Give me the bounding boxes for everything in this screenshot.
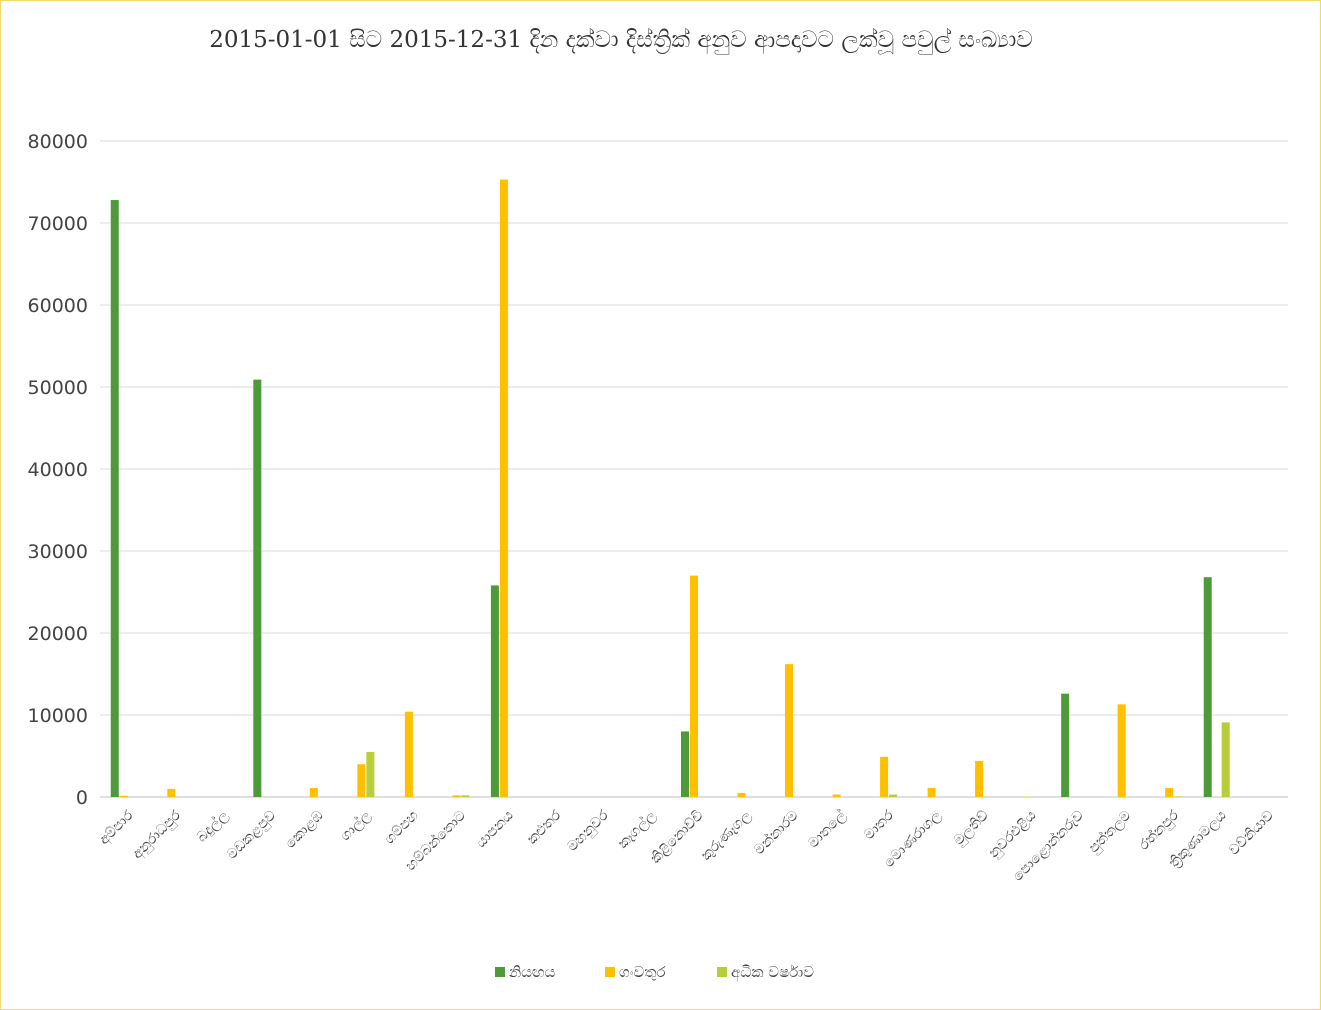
- y-tick-label: 10000: [28, 705, 88, 727]
- x-tick-label: වව්නියාව: [1226, 808, 1277, 859]
- x-tick-label: මාතලේ: [805, 807, 849, 851]
- bar: [975, 760, 984, 797]
- legend-label: අධික වර්ෂාව: [731, 963, 814, 982]
- bar: [366, 751, 375, 797]
- x-tick-label: අම්පාර: [96, 807, 138, 849]
- y-tick-label: 40000: [28, 459, 88, 481]
- x-tick-label: කෑගල්ල: [615, 807, 660, 852]
- x-tick-label: කළුතර: [524, 807, 564, 847]
- bar: [253, 379, 262, 797]
- bar: [490, 585, 499, 797]
- x-tick-label: අනුරාධපුර: [129, 807, 185, 863]
- x-tick-label: මහනුවර: [564, 807, 612, 855]
- bar: [452, 795, 461, 797]
- x-tick-label: මුලතිව්: [951, 808, 993, 850]
- x-tick-label: මඩකළපුව: [224, 808, 280, 864]
- legend-label: නියඟය: [509, 963, 556, 981]
- bar: [1117, 704, 1126, 797]
- x-tick-label: ගාල්ල: [337, 807, 374, 844]
- y-axis: 0 10000 20000 30000 40000 50000 60000 70000 8000…: [28, 131, 88, 809]
- y-tick-label: 30000: [28, 541, 88, 563]
- bar: [832, 794, 841, 797]
- bars: [110, 179, 1230, 798]
- bar: [1022, 796, 1031, 798]
- legend-swatch: [717, 967, 727, 977]
- x-tick-label: ගම්පහ: [382, 808, 422, 848]
- y-tick-label: 20000: [28, 623, 88, 645]
- bar: [119, 795, 128, 797]
- bar: [461, 795, 470, 797]
- x-tick-label: කුරුණෑගල: [698, 807, 754, 863]
- bar: [681, 731, 689, 797]
- bar: [404, 711, 413, 797]
- y-tick-label: 50000: [28, 377, 88, 399]
- bar: [927, 787, 936, 797]
- bar: [110, 200, 119, 798]
- legend: නියඟය ගංවතුර අධික වර්ෂාව: [495, 963, 814, 982]
- bar: [309, 787, 318, 797]
- bar: [880, 756, 889, 797]
- bar: [499, 179, 508, 798]
- x-tick-label: බදුල්ල: [194, 807, 232, 845]
- y-tick-label: 80000: [28, 131, 88, 153]
- legend-label: ගංවතුර: [619, 963, 666, 981]
- gridlines: [100, 140, 1288, 798]
- chart-title: 2015-01-01 සිට 2015-12-31 දින දක්වා දිස්…: [209, 27, 1033, 54]
- bar: [1061, 693, 1070, 797]
- y-tick-label: 0: [76, 787, 88, 809]
- bar: [357, 764, 366, 797]
- x-tick-label: මන්නාරම: [751, 807, 802, 858]
- legend-swatch: [605, 967, 615, 977]
- bar: [889, 794, 898, 797]
- y-tick-label: 60000: [28, 295, 88, 317]
- x-tick-label: යාපනය: [473, 808, 517, 852]
- bar: [690, 575, 698, 797]
- y-tick-label: 70000: [28, 213, 88, 235]
- bar: [1174, 796, 1183, 798]
- bar: [1221, 722, 1230, 797]
- x-tick-label: රත්නපුර: [1136, 807, 1183, 854]
- bar: [737, 792, 746, 797]
- bar: [785, 664, 794, 797]
- x-tick-label: පුත්තලම: [1086, 807, 1136, 857]
- bar: [1165, 787, 1174, 797]
- bar: [167, 788, 176, 797]
- legend-swatch: [495, 967, 505, 977]
- x-tick-label: කොළඹ: [282, 808, 326, 852]
- bar: [1203, 577, 1212, 797]
- x-tick-label: මාතර: [861, 807, 897, 843]
